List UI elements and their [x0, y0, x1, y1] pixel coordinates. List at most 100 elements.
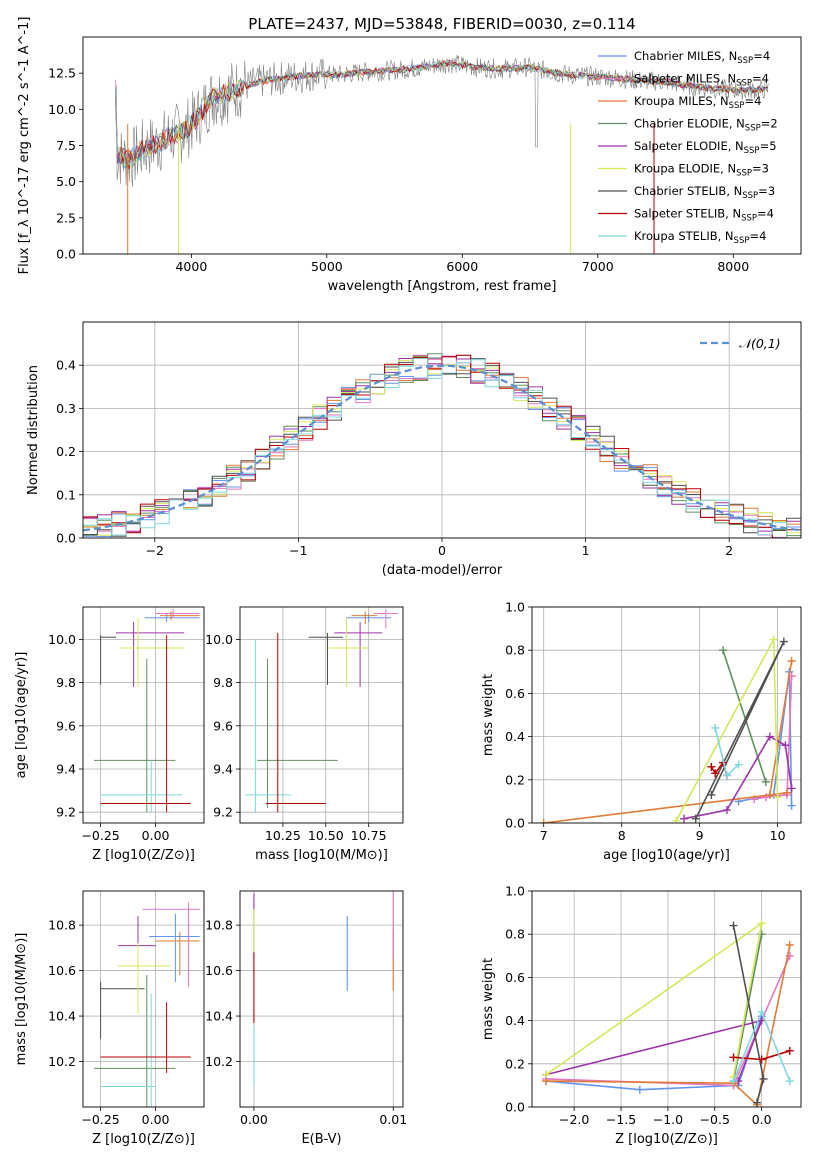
legend-eq: = [752, 72, 762, 86]
legend-entry: Chabrier MILES, NSSP=4 [634, 49, 770, 66]
error-cross [160, 611, 200, 620]
y-tick-label: 1.0 [505, 884, 525, 899]
y-tick-label: 9.8 [213, 675, 233, 690]
y-tick-label: 10.4 [48, 1009, 76, 1024]
y-tick-label: 0.6 [505, 970, 525, 985]
error-cross [94, 975, 176, 1107]
legend-sub: SSP [736, 79, 752, 89]
x-tick-label: −1 [289, 543, 307, 558]
legend-sep: , N [720, 162, 736, 176]
series-point [672, 816, 681, 823]
error-cross [94, 658, 176, 813]
y-tick-label: 10.2 [48, 1054, 76, 1069]
series-point [779, 637, 788, 646]
plot-area [83, 322, 801, 538]
x-axis-label: mass [log10(M/M⊙)] [255, 848, 388, 863]
panel-2: −0.25 0.00 9.2 9.4 9.6 9.8 10.0 Z [log10(Z/Z⊙)]… [14, 606, 205, 863]
error-cross [118, 916, 156, 967]
legend-nssp: 4 [762, 72, 769, 86]
error-cross [142, 902, 200, 987]
y-axis-label: mass [log10(M/M⊙)] [14, 933, 29, 1066]
x-tick-label: 6000 [446, 259, 478, 274]
y-tick-label: 10.8 [205, 918, 233, 933]
x-tick-label: 8 [618, 828, 626, 843]
y-tick-label: 9.6 [213, 718, 233, 733]
series-line [546, 1016, 763, 1091]
y-tick-label: 0.6 [505, 686, 525, 701]
series-point [787, 657, 796, 665]
series-line [545, 921, 763, 1077]
series-point [765, 732, 774, 741]
legend-entry: Salpeter ELODIE, NSSP=5 [634, 139, 777, 156]
plot-area [115, 54, 769, 254]
series-line [722, 649, 767, 783]
x-tick-label: 5000 [311, 259, 343, 274]
error-cross [149, 913, 200, 982]
error-cross [373, 609, 398, 629]
legend-nssp: 4 [763, 49, 770, 63]
series-point [539, 819, 548, 823]
series-point [711, 769, 720, 778]
legend-name: Salpeter ELODIE [634, 139, 728, 153]
x-tick-label: −2 [146, 543, 164, 558]
series-line [543, 660, 793, 823]
series-point [785, 1077, 794, 1086]
y-tick-label: 1.0 [505, 600, 525, 615]
grid [83, 607, 204, 823]
x-axis-label: age [log10(age/yr)] [603, 848, 730, 863]
legend-sub: SSP [737, 56, 753, 66]
series-point [785, 941, 794, 949]
x-tick-label: 2 [725, 543, 733, 558]
y-axis-label: mass weight [481, 958, 496, 1040]
series-point [734, 760, 743, 769]
legend-name: Kroupa ELODIE [634, 162, 720, 176]
series-point [752, 1098, 761, 1107]
legend-name: Salpeter STELIB [634, 207, 725, 221]
series-line [545, 1019, 763, 1082]
y-axis-label: Normed distribution [26, 365, 41, 495]
x-tick-label: 1 [582, 543, 590, 558]
y-tick-label: 10.6 [48, 963, 76, 978]
y-tick-label: 9.8 [56, 675, 76, 690]
error-cross [257, 658, 338, 808]
legend-eq: = [761, 117, 771, 131]
y-tick-label: 10.0 [205, 632, 233, 647]
legend-sep: , N [721, 49, 737, 63]
legend-sub: SSP [734, 236, 750, 246]
plot-area [83, 891, 204, 1107]
y-tick-label: 10.4 [205, 1009, 233, 1024]
series-kroupa-elodie [542, 919, 766, 1081]
series-line [738, 671, 793, 806]
error-cross [351, 611, 378, 625]
plot-area [240, 891, 403, 1107]
x-tick-label: 10.25 [265, 828, 301, 843]
series-point [782, 788, 791, 797]
error-cross [100, 1002, 191, 1073]
x-tick-label: −0.25 [81, 1112, 119, 1127]
error-cross [100, 993, 156, 1107]
series-chabrier-elodie [719, 646, 770, 786]
legend-entry: Kroupa ELODIE, NSSP=3 [634, 162, 769, 179]
y-axis-label: Flux [f_λ 10^-17 erg cm^-2 s^-1 A^-1] [17, 17, 32, 275]
series-point [722, 771, 731, 780]
plot-area [240, 607, 403, 823]
y-tick-label: 9.4 [56, 762, 76, 777]
legend-nssp: 4 [759, 229, 766, 243]
series-point [722, 806, 731, 815]
legend-eq: = [758, 184, 768, 198]
legend-nssp: 5 [769, 139, 776, 153]
series-point [680, 814, 689, 823]
series-kroupa-miles [539, 657, 796, 823]
plot-area [83, 607, 204, 823]
legend-entry: 𝒩(0,1) [739, 336, 781, 351]
x-axis-label: wavelength [Angstrom, rest frame] [328, 279, 557, 294]
error-cross [144, 613, 200, 623]
error-cross [100, 635, 191, 813]
error-cross [346, 613, 391, 623]
legend-eq: = [752, 162, 762, 176]
x-tick-label: 0.00 [142, 1112, 170, 1127]
series-line [546, 944, 791, 1107]
x-tick-label: 0.00 [142, 828, 170, 843]
axes-frame [82, 36, 802, 255]
error-cross [334, 622, 383, 687]
